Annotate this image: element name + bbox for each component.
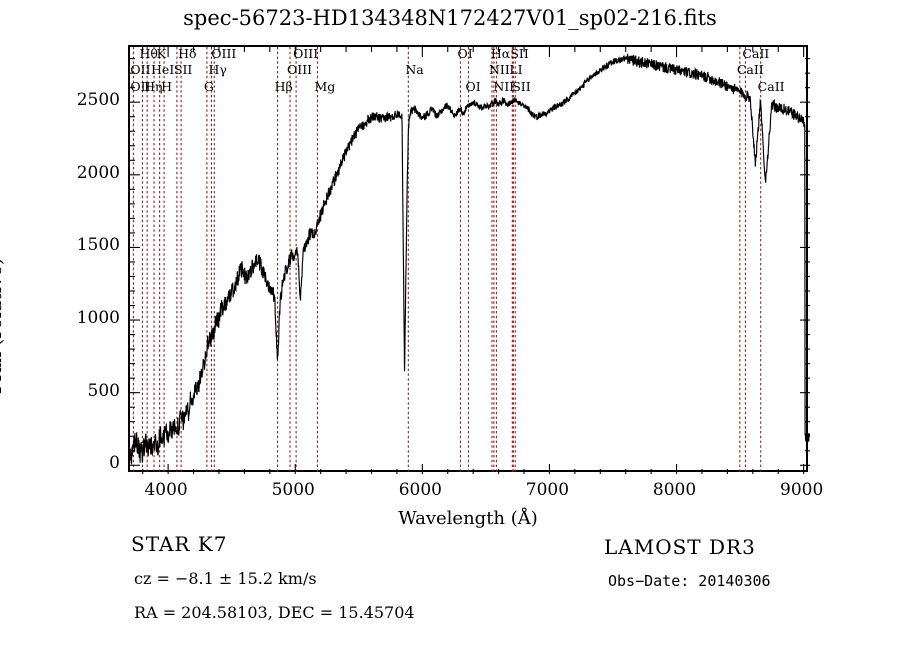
page-title: spec-56723-HD134348N172427V01_sp02-216.f… bbox=[183, 6, 717, 30]
object-class-text: STAR K7 bbox=[131, 532, 228, 556]
spectral-line-label: G bbox=[203, 79, 214, 94]
spectral-line-label: K bbox=[156, 46, 166, 61]
redshift-velocity-text: cz = −8.1 ± 15.2 km/s bbox=[134, 569, 317, 588]
x-tick-label: 6000 bbox=[398, 480, 442, 500]
spectral-line-label: NII bbox=[488, 62, 510, 77]
spectral-line-label: Hδ bbox=[178, 46, 197, 61]
flux-trace bbox=[129, 53, 811, 466]
y-tick-label: 1500 bbox=[76, 235, 120, 256]
spectral-line-label: CaII bbox=[736, 62, 764, 77]
y-tick-label: 0 bbox=[109, 453, 120, 474]
spectral-line-label: HeI bbox=[151, 62, 175, 77]
plot-frame bbox=[128, 45, 811, 474]
x-tick-marks bbox=[142, 47, 805, 474]
spectral-line-label: CaII bbox=[757, 79, 785, 94]
spectral-line-label: Na bbox=[405, 62, 424, 77]
x-tick-label: 5000 bbox=[271, 480, 315, 500]
x-tick-label: 9000 bbox=[780, 480, 824, 500]
y-tick-label: 2000 bbox=[76, 162, 120, 183]
spectral-line-label: OIII bbox=[293, 46, 319, 61]
coordinates-text: RA = 204.58103, DEC = 15.45704 bbox=[134, 603, 415, 622]
spectral-line-label: OII bbox=[130, 62, 151, 77]
spectral-line-label: OII bbox=[130, 79, 151, 94]
spectral-line-label: LI bbox=[509, 62, 523, 77]
spectral-line-label: OIII bbox=[211, 46, 237, 61]
spectral-line-label: OIII bbox=[287, 62, 313, 77]
spectral-line-label: NII bbox=[493, 79, 515, 94]
y-tick-marks bbox=[130, 58, 810, 466]
spectral-line-label: SII bbox=[173, 62, 193, 77]
spectral-line-label: SII bbox=[512, 79, 531, 94]
spectral-line-label: Mg bbox=[314, 79, 336, 94]
spectral-line-label: CaII bbox=[742, 46, 770, 61]
spectral-line-label: Hη bbox=[144, 79, 163, 94]
observation-date-text: Obs−Date: 20140306 bbox=[608, 572, 771, 590]
spectrum-canvas bbox=[129, 47, 811, 474]
x-axis-title: Wavelength (Å) bbox=[398, 508, 538, 529]
y-axis-title: Flux (relative) bbox=[0, 257, 6, 395]
x-tick-label: 8000 bbox=[652, 480, 697, 500]
spectral-line-label: H bbox=[161, 79, 172, 94]
spectrum-svg bbox=[129, 47, 811, 474]
survey-release-text: LAMOST DR3 bbox=[604, 535, 756, 559]
y-tick-label: 500 bbox=[87, 380, 120, 401]
spectral-line-label: Hγ bbox=[208, 62, 227, 77]
spectral-line-label: Hθ bbox=[139, 46, 158, 61]
spectral-line-label: Hβ bbox=[274, 79, 293, 94]
y-tick-label: 2500 bbox=[76, 90, 120, 111]
spectral-line-label: Hα bbox=[490, 46, 511, 61]
x-tick-label: 7000 bbox=[525, 480, 570, 500]
spectral-line-label: OI bbox=[457, 46, 473, 61]
y-tick-label: 1000 bbox=[76, 308, 120, 329]
spectral-line-label: SII bbox=[510, 46, 529, 61]
x-tick-label: 4000 bbox=[144, 480, 188, 500]
spectral-line-label: OI bbox=[465, 79, 481, 94]
